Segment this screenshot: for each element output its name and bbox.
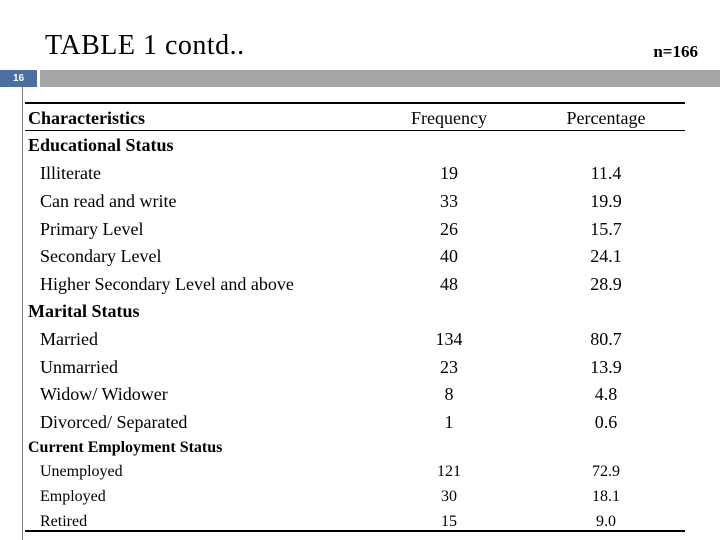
section-label: Marital Status: [28, 301, 140, 321]
sample-size: n=166: [653, 42, 698, 61]
row-label: Unemployed: [40, 463, 123, 480]
row-percentage: 28.9: [590, 274, 622, 294]
header-characteristics: Characteristics: [28, 108, 145, 128]
row-label: Widow/ Widower: [40, 384, 168, 404]
row-frequency: 40: [440, 246, 458, 266]
row-label: Employed: [40, 488, 106, 505]
row-percentage: 15.7: [590, 219, 622, 239]
table-bottom-rule: [25, 530, 685, 532]
row-percentage: 13.9: [590, 357, 622, 377]
row-percentage: 80.7: [590, 329, 622, 349]
row-frequency: 26: [440, 219, 458, 239]
row-percentage: 18.1: [592, 488, 620, 505]
row-label: Secondary Level: [40, 246, 162, 266]
left-vertical-line: [22, 70, 23, 540]
table-top-rule: [25, 102, 685, 104]
row-percentage: 11.4: [590, 163, 622, 183]
row-frequency: 1: [444, 412, 454, 432]
row-label: Retired: [40, 513, 88, 530]
header-frequency: Frequency: [411, 108, 487, 128]
row-percentage: 9.0: [596, 513, 616, 530]
header-percentage: Percentage: [566, 108, 646, 128]
row-frequency: 23: [440, 357, 458, 377]
row-frequency: 15: [441, 513, 457, 530]
row-label: Primary Level: [40, 219, 144, 239]
row-frequency: 30: [441, 488, 457, 505]
row-label: Can read and write: [40, 191, 177, 211]
slide-title: TABLE 1 contd..: [45, 30, 245, 61]
row-label: Married: [40, 329, 98, 349]
row-label: Unmarried: [40, 357, 118, 377]
row-frequency: 134: [435, 329, 463, 349]
row-percentage: 72.9: [592, 463, 620, 480]
slide-number: 16: [0, 70, 37, 87]
row-percentage: 0.6: [594, 412, 618, 432]
row-frequency: 33: [440, 191, 458, 211]
row-frequency: 19: [440, 163, 458, 183]
section-label: Current Employment Status: [28, 439, 223, 456]
row-frequency: 121: [437, 463, 461, 480]
row-frequency: 48: [440, 274, 458, 294]
row-label: Divorced/ Separated: [40, 412, 188, 432]
row-label: Illiterate: [40, 163, 101, 183]
row-percentage: 4.8: [594, 384, 618, 404]
table-header-rule: [25, 130, 685, 131]
section-label: Educational Status: [28, 135, 174, 155]
row-percentage: 24.1: [590, 246, 622, 266]
row-percentage: 19.9: [590, 191, 622, 211]
header-bar: [40, 70, 720, 87]
row-frequency: 8: [444, 384, 454, 404]
row-label: Higher Secondary Level and above: [40, 274, 294, 294]
